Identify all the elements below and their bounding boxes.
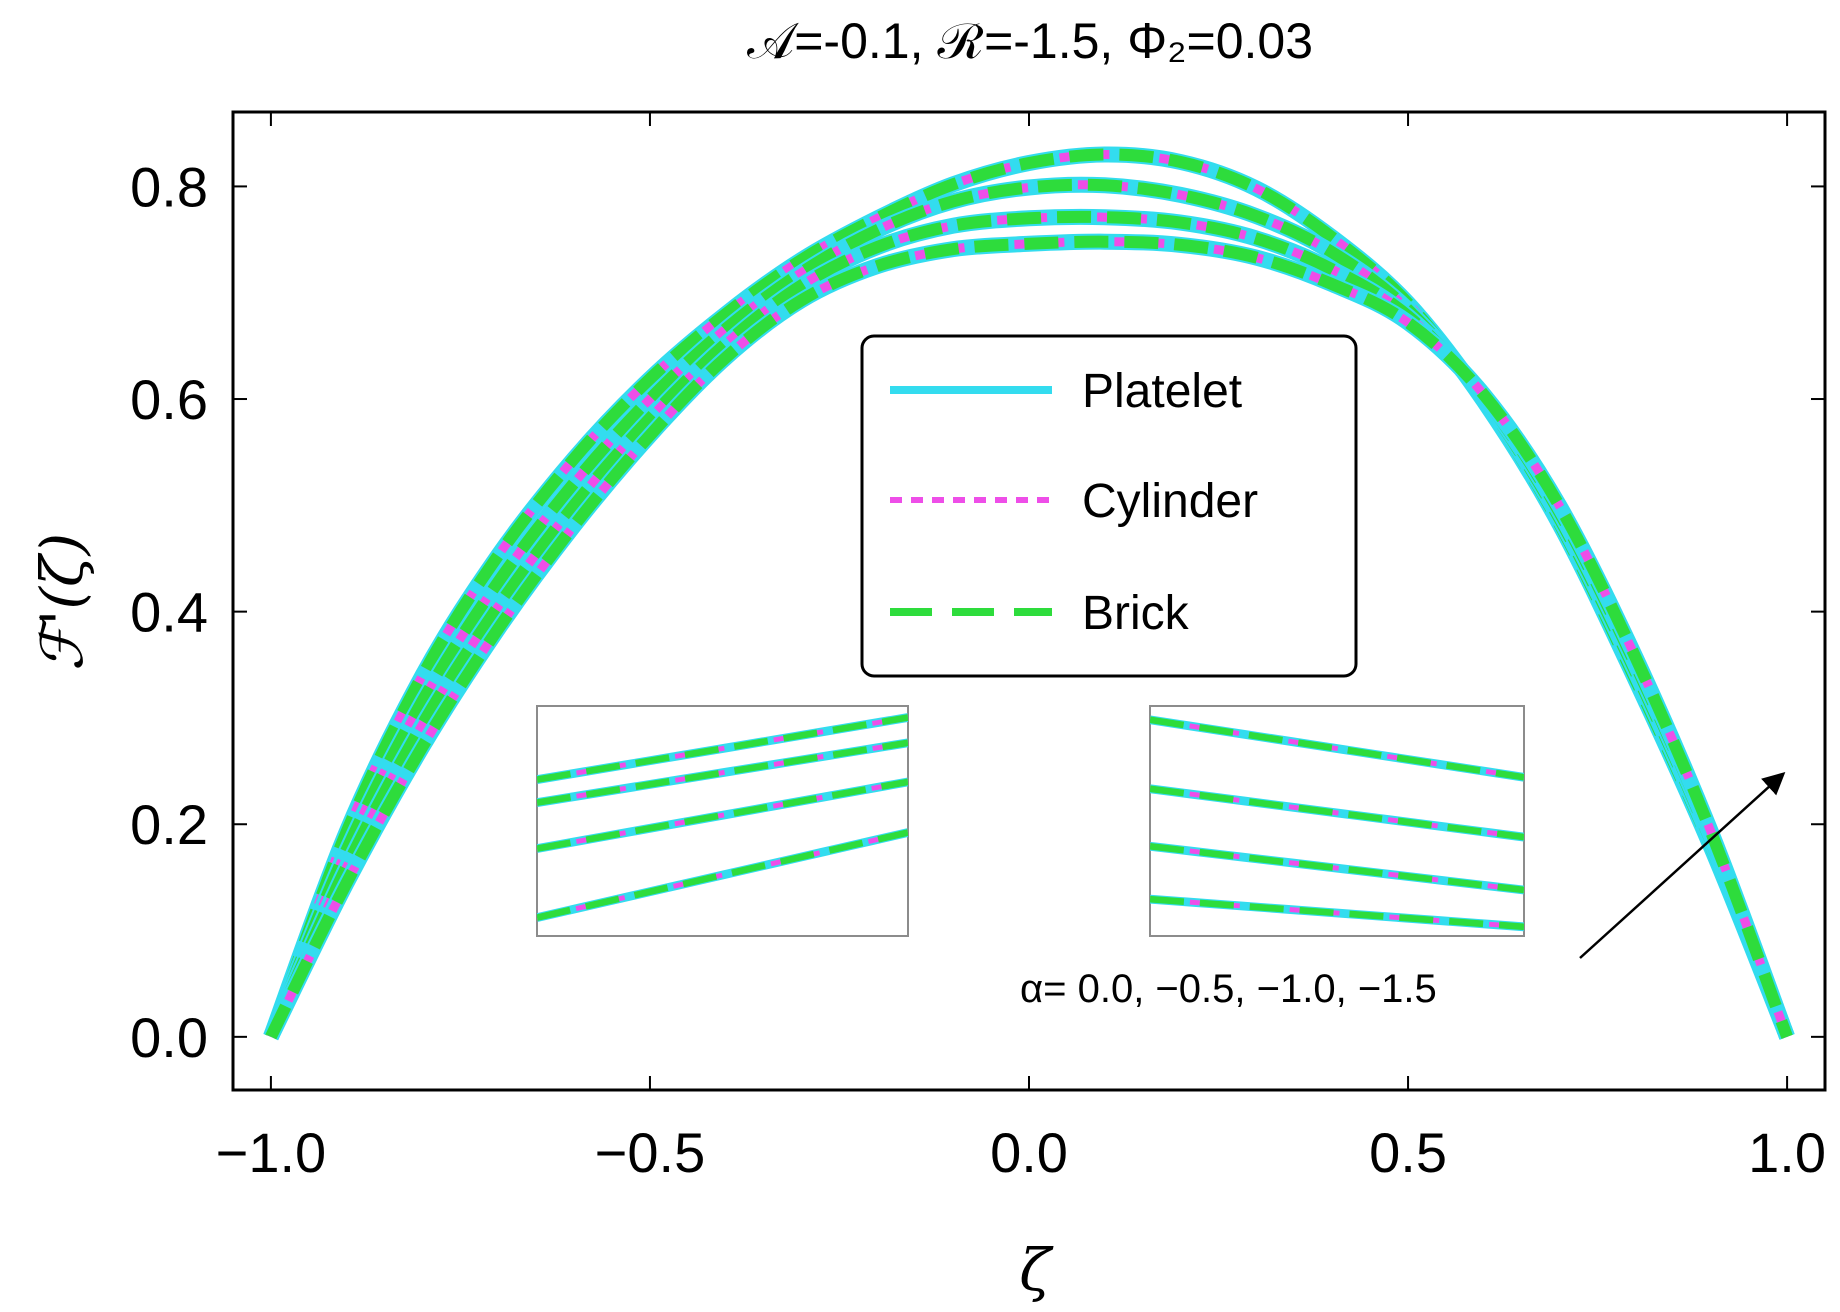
inset-line-brick xyxy=(537,778,908,852)
y-tick-label: 0.4 xyxy=(130,581,208,644)
x-tick-label: 1.0 xyxy=(1748,1121,1826,1184)
inset-line-brick xyxy=(1150,785,1524,841)
x-axis-label: ζ xyxy=(1019,1236,1054,1304)
x-tick-label: −0.5 xyxy=(595,1121,706,1184)
curve-brick-alpha-3 xyxy=(265,235,1793,1040)
curve-brick-alpha-0 xyxy=(265,148,1793,1040)
inset-left xyxy=(536,705,909,937)
y-tick-label: 0.6 xyxy=(130,368,208,431)
legend-label-cylinder: Cylinder xyxy=(1082,475,1258,528)
chart-title: 𝒜=-0.1, ℛ=-1.5, Φ₂=0.03 xyxy=(747,13,1313,69)
legend-items: Platelet Cylinder Brick xyxy=(890,365,1258,640)
y-axis-label: ℱ'(ζ) xyxy=(28,533,96,671)
alpha-annotation-text: α= 0.0, −0.5, −1.0, −1.5 xyxy=(1020,967,1437,1011)
inset-line-brick xyxy=(1150,843,1524,894)
inset-line-brick xyxy=(1150,716,1524,781)
inset-line-brick xyxy=(1150,895,1524,931)
x-tick-label: −1.0 xyxy=(216,1121,327,1184)
legend-label-platelet: Platelet xyxy=(1082,365,1242,418)
y-tick-label: 0.0 xyxy=(130,1006,208,1069)
inset-line-brick xyxy=(537,739,908,806)
y-tick-label: 0.8 xyxy=(130,155,208,218)
legend-label-brick: Brick xyxy=(1082,587,1190,640)
curves-layer xyxy=(263,146,1795,1041)
alpha-arrow xyxy=(1579,771,1786,959)
inset-right-lines xyxy=(1150,715,1524,932)
inset-line-brick xyxy=(537,829,908,921)
x-tick-label: 0.0 xyxy=(990,1121,1068,1184)
alpha-annotation: α= 0.0, −0.5, −1.0, −1.5 xyxy=(1020,771,1786,1011)
inset-right xyxy=(1149,705,1525,937)
x-tick-label: 0.5 xyxy=(1369,1121,1447,1184)
inset-line-brick xyxy=(537,714,908,783)
y-tick-label: 0.2 xyxy=(130,793,208,856)
x-axis-ticks: −1.0 −0.5 0.0 0.5 1.0 xyxy=(216,112,1826,1184)
inset-left-lines xyxy=(537,713,908,922)
legend: Platelet Cylinder Brick xyxy=(860,334,1358,678)
y-axis-ticks: 0.0 0.2 0.4 0.6 0.8 xyxy=(130,155,1825,1069)
